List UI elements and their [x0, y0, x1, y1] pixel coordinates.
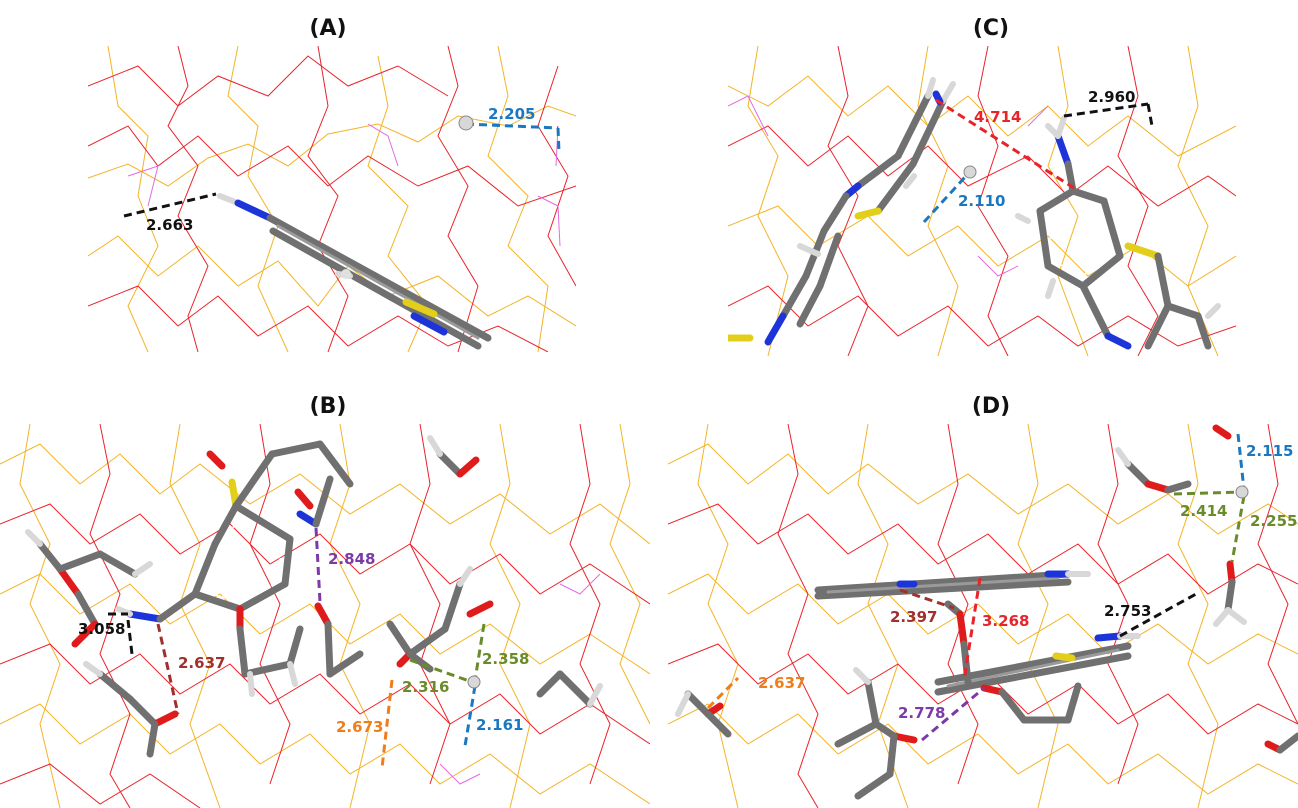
distance-label: 2.637	[758, 674, 805, 692]
distance-label: 2.414	[1180, 502, 1227, 520]
panel-d-title: (D)	[971, 394, 1011, 419]
distance-label: 2.255	[1250, 512, 1297, 530]
distance-label: 2.316	[402, 678, 449, 696]
distance-label: 3.058	[78, 620, 125, 638]
panel-b-molecules	[25, 435, 603, 758]
distance-label: 2.673	[336, 718, 383, 736]
panel-d-molecules	[675, 424, 1298, 800]
distance-label: 2.848	[328, 550, 375, 568]
distance-label: 2.397	[890, 608, 937, 626]
panel-c-ligand-left	[728, 77, 956, 346]
panel-b-mesh	[0, 424, 650, 808]
distance-label: 2.663	[146, 216, 193, 234]
panel-b: 2.848 3.058 2.637 2.358 2.316 2.673 2.16…	[0, 424, 650, 808]
distance-label: 2.110	[958, 192, 1005, 210]
panel-c-ligand-right	[1015, 115, 1221, 350]
panel-a-mesh	[88, 46, 576, 352]
panel-d: 2.115 2.414 2.255 2.397 3.268 2.753 2.63…	[668, 424, 1298, 808]
panel-c: 4.714 2.960 2.110	[728, 46, 1236, 356]
panel-b-title: (B)	[309, 394, 347, 419]
distance-label: 3.268	[982, 612, 1029, 630]
distance-label: 2.115	[1246, 442, 1293, 460]
distance-label: 2.753	[1104, 602, 1151, 620]
distance-label: 2.960	[1088, 88, 1135, 106]
distance-label: 2.358	[482, 650, 529, 668]
distance-label: 2.161	[476, 716, 523, 734]
panel-b-structure: 2.848 3.058 2.637 2.358 2.316 2.673 2.16…	[0, 424, 650, 808]
distance-label: 2.205	[488, 105, 535, 123]
distance-label: 2.637	[178, 654, 225, 672]
panel-c-structure: 4.714 2.960 2.110	[728, 46, 1236, 356]
panel-c-title: (C)	[972, 16, 1010, 41]
panel-c-distance-lines	[922, 98, 1154, 224]
panel-a-distance-lines	[123, 115, 561, 218]
panel-a: 2.205 2.663	[88, 46, 576, 352]
panel-b-distance-lines	[108, 527, 486, 769]
panel-a-title: (A)	[309, 16, 347, 41]
distance-label: 2.778	[898, 704, 945, 722]
panel-d-mesh	[668, 424, 1298, 808]
distance-label: 4.714	[974, 108, 1021, 126]
panel-a-ligand	[217, 193, 492, 350]
panel-a-structure: 2.205 2.663	[88, 46, 576, 352]
panel-d-structure: 2.115 2.414 2.255 2.397 3.268 2.753 2.63…	[668, 424, 1298, 808]
panel-d-distance-lines	[706, 433, 1249, 742]
